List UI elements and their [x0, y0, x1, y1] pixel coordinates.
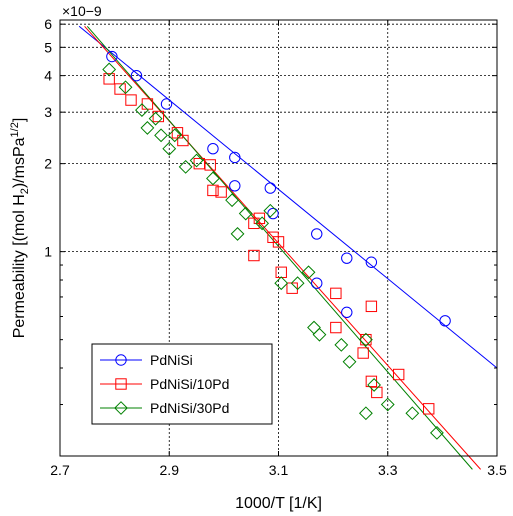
x-tick-label-3: 3.3	[378, 462, 398, 478]
point-s1-10	[215, 186, 227, 198]
point-s0-0	[106, 50, 118, 63]
point-s2-18	[301, 265, 316, 280]
point-s0-12	[365, 256, 378, 268]
point-s2-27	[405, 406, 420, 421]
x-axis-label: 1000/T [1/K]	[235, 495, 322, 512]
series-2-points	[102, 62, 444, 440]
y-tick-label-4: 5	[44, 39, 52, 55]
point-s2-25	[380, 397, 395, 412]
y-label-part-3: ]	[11, 118, 28, 122]
point-s0-13	[439, 315, 451, 327]
legend-label-0: PdNiSi	[150, 352, 193, 368]
point-s2-28	[430, 425, 444, 440]
point-s2-17	[290, 276, 305, 291]
point-s2-20	[312, 327, 327, 342]
grid	[60, 20, 497, 456]
point-s2-21	[334, 337, 349, 352]
point-s2-26	[358, 406, 373, 421]
point-s0-11	[341, 306, 353, 319]
legend-marker-2	[114, 401, 128, 415]
fit-line-series-1	[84, 25, 481, 470]
point-s2-22	[342, 354, 357, 369]
y-tick-label-2: 3	[44, 104, 52, 120]
ticks: 2.7 2.9 3.1 3.3 3.5 1 2 3 4 5 6	[44, 16, 507, 478]
legend-marker-1	[115, 378, 127, 390]
point-s1-16	[275, 266, 287, 278]
point-s0-9	[311, 277, 323, 289]
point-s1-1	[114, 83, 126, 95]
data-points	[102, 50, 451, 440]
point-s2-12	[230, 227, 245, 241]
point-s2-0	[102, 62, 117, 77]
point-s1-25	[392, 368, 405, 381]
point-s0-4	[229, 151, 241, 164]
point-s0-5	[229, 180, 241, 192]
fit-lines	[78, 25, 498, 470]
point-s2-19	[307, 320, 321, 335]
point-s0-6	[264, 182, 277, 194]
y-tick-label-0: 1	[44, 244, 52, 260]
y-axis-label: Permeability [(mol H2)/msPa1/2]	[9, 118, 31, 339]
point-s0-7	[267, 207, 279, 220]
point-s0-8	[311, 228, 323, 240]
point-s0-1	[130, 69, 143, 82]
point-s2-3	[140, 121, 155, 135]
y-label-part-2: )/msPa	[11, 137, 28, 188]
fit-line-series-0	[78, 25, 498, 369]
legend-label-2: PdNiSi/30Pd	[150, 400, 229, 416]
y-multiplier-label: ×10−9	[62, 3, 102, 19]
point-s1-6	[177, 134, 189, 147]
point-s2-16	[274, 276, 289, 291]
point-s0-2	[160, 98, 173, 110]
legend-marker-0	[115, 354, 127, 366]
point-s2-11	[225, 193, 239, 208]
x-tick-label-2: 3.1	[269, 462, 289, 478]
point-s1-26	[423, 403, 435, 415]
point-s0-3	[207, 142, 219, 155]
point-s1-2	[125, 94, 137, 106]
point-s2-7	[167, 128, 182, 143]
x-tick-label-4: 3.5	[487, 462, 507, 478]
point-s1-12	[248, 249, 260, 262]
y-label-part-1: Permeability [(mol H	[11, 194, 28, 338]
point-s1-13	[253, 212, 266, 225]
point-s2-15	[263, 203, 278, 218]
point-s2-4	[148, 111, 163, 126]
point-s2-8	[178, 159, 193, 174]
point-s1-15	[272, 236, 285, 248]
point-s2-24	[367, 378, 382, 392]
y-tick-label-3: 4	[44, 68, 52, 84]
series-0-points	[106, 50, 451, 327]
point-s1-21	[357, 347, 369, 359]
x-tick-label-0: 2.7	[50, 462, 70, 478]
point-s2-6	[162, 141, 177, 156]
point-s2-1	[118, 80, 133, 95]
point-s2-13	[238, 206, 253, 221]
point-s2-5	[154, 128, 168, 143]
y-label-superscript: 1/2	[9, 122, 21, 137]
point-s2-10	[206, 171, 220, 186]
point-s1-18	[330, 287, 342, 300]
y-tick-label-5: 6	[44, 16, 52, 32]
legend-label-1: PdNiSi/10Pd	[150, 376, 229, 392]
point-s1-20	[330, 321, 342, 334]
point-s2-14	[255, 216, 270, 231]
point-s1-22	[360, 333, 372, 346]
point-s0-10	[341, 252, 353, 264]
x-tick-label-1: 2.9	[160, 462, 180, 478]
point-s1-19	[365, 300, 378, 313]
y-label-subscript: 2	[19, 188, 31, 194]
point-s2-23	[358, 332, 373, 347]
series-1-points	[103, 73, 435, 415]
point-s1-8	[204, 159, 216, 171]
legend: PdNiSi PdNiSi/10Pd PdNiSi/30Pd	[91, 343, 273, 425]
fit-line-series-2	[86, 25, 473, 470]
point-s1-24	[371, 386, 383, 399]
point-s1-0	[103, 73, 115, 85]
point-s2-9	[189, 153, 204, 168]
point-s2-2	[135, 103, 149, 117]
y-tick-label-1: 2	[44, 156, 52, 172]
